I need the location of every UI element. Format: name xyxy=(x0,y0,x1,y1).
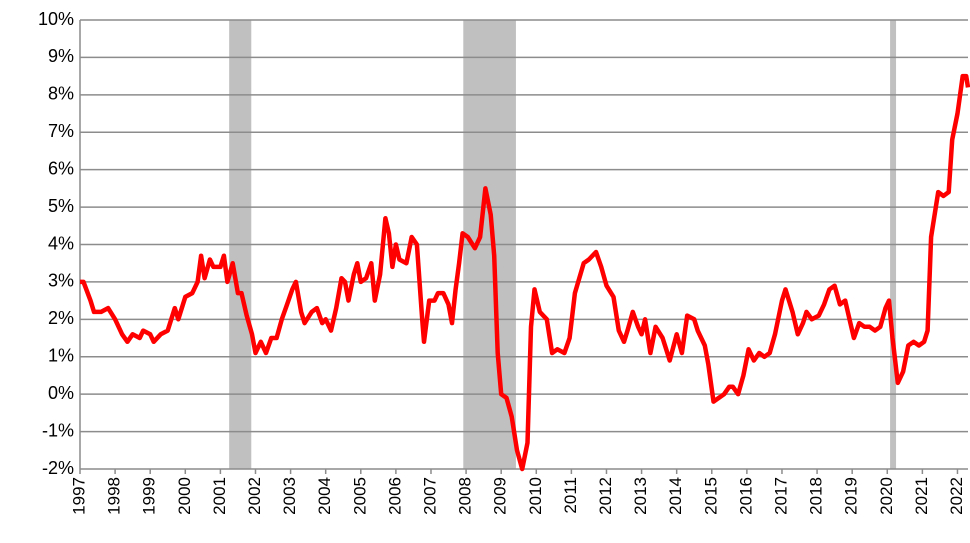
x-tick-label: 1997 xyxy=(69,477,88,515)
x-tick-label: 2016 xyxy=(736,477,755,515)
x-tick-label: 2007 xyxy=(420,477,439,515)
x-tick-label: 1999 xyxy=(140,477,159,515)
x-tick-label: 2018 xyxy=(807,477,826,515)
y-tick-label: 2% xyxy=(48,308,74,328)
x-tick-label: 2020 xyxy=(877,477,896,515)
y-tick-label: 6% xyxy=(48,158,74,178)
y-tick-label: 3% xyxy=(48,271,74,291)
y-tick-label: 9% xyxy=(48,46,74,66)
y-tick-label: 1% xyxy=(48,346,74,366)
y-tick-label: -2% xyxy=(42,458,74,478)
x-tick-label: 2001 xyxy=(210,477,229,515)
data-line xyxy=(80,73,970,472)
x-tick-label: 2017 xyxy=(771,477,790,515)
y-tick-label: 10% xyxy=(38,9,74,29)
y-tick-label: 8% xyxy=(48,84,74,104)
x-tick-label: 2019 xyxy=(842,477,861,515)
x-tick-label: 2008 xyxy=(456,477,475,515)
x-tick-label: 2009 xyxy=(491,477,510,515)
x-tick-label: 2022 xyxy=(947,477,966,515)
x-tick-label: 2013 xyxy=(631,477,650,515)
y-tick-label: 0% xyxy=(48,383,74,403)
y-tick-label: -1% xyxy=(42,420,74,440)
y-tick-label: 7% xyxy=(48,121,74,141)
x-tick-label: 2012 xyxy=(596,477,615,515)
x-tick-label: 2002 xyxy=(245,477,264,515)
x-tick-label: 2010 xyxy=(526,477,545,515)
x-tick-label: 2005 xyxy=(350,477,369,515)
x-tick-label: 2015 xyxy=(701,477,720,515)
y-tick-label: 4% xyxy=(48,233,74,253)
y-tick-label: 5% xyxy=(48,196,74,216)
x-tick-label: 2003 xyxy=(280,477,299,515)
x-tick-label: 2011 xyxy=(561,477,580,514)
x-tick-label: 2006 xyxy=(385,477,404,515)
x-tick-label: 2000 xyxy=(175,477,194,515)
x-tick-label: 2014 xyxy=(666,477,685,515)
x-tick-label: 2004 xyxy=(315,477,334,515)
x-tick-label: 1998 xyxy=(105,477,124,515)
x-tick-label: 2021 xyxy=(912,477,931,515)
